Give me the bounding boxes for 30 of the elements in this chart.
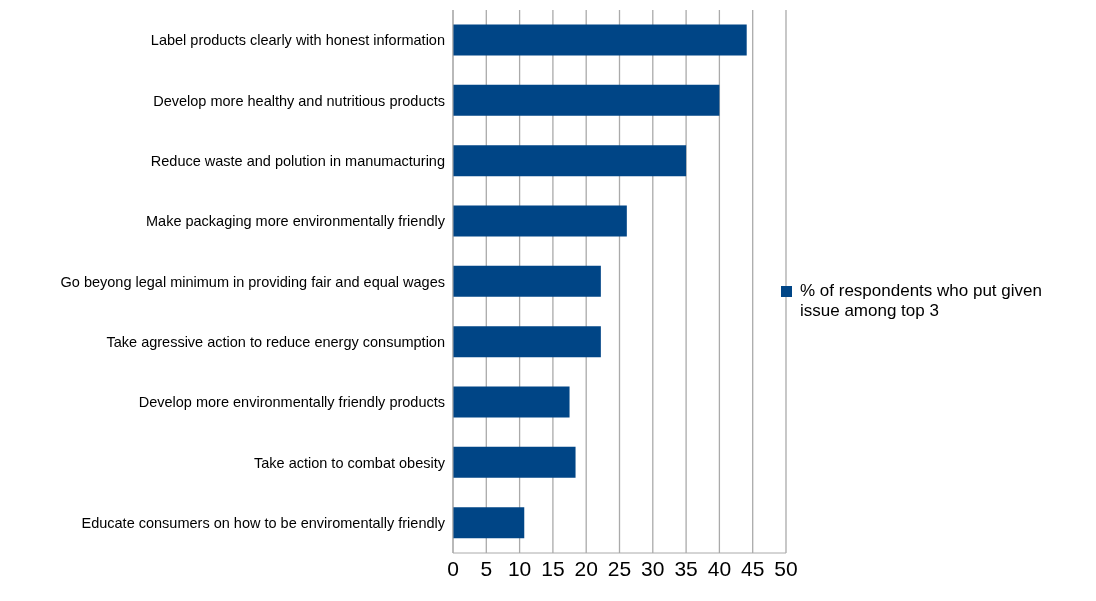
legend-label: % of respondents who put given issue among top 3: [800, 280, 1043, 321]
x-tick-label: 45: [741, 556, 765, 580]
bar: [453, 265, 601, 297]
x-tick-label: 10: [507, 556, 532, 580]
x-tick-label: 25: [607, 556, 632, 580]
bar: [453, 326, 601, 358]
x-tick-label: 50: [774, 556, 798, 580]
y-tick-label: Make packaging more environmentally friendly: [145, 213, 446, 230]
y-tick-label: Take agressive action to reduce energy consumption: [106, 333, 445, 350]
y-tick-label: Label products clearly with honest information: [150, 32, 445, 49]
x-tick-label: 35: [674, 556, 698, 580]
x-tick-label: 30: [641, 556, 665, 580]
y-tick-label: Take action to combat obesity: [253, 454, 446, 471]
y-tick-label: Go beyong legal minimum in providing fair and equal wages: [60, 273, 445, 290]
x-tick-label: 15: [541, 556, 565, 580]
bar: [453, 205, 627, 237]
bar: [453, 507, 525, 539]
y-tick-label: Develop more healthy and nutritious products: [153, 92, 445, 109]
y-tick-label: Develop more environmentally friendly products: [138, 394, 445, 411]
bar: [453, 145, 687, 177]
bar: [453, 386, 570, 418]
bar: [453, 24, 747, 56]
x-tick-label: 0: [447, 556, 459, 580]
y-tick-label: Educate consumers on how to be enviromentally friendly: [81, 514, 446, 531]
x-tick-label: 20: [574, 556, 598, 580]
bar: [453, 84, 720, 116]
y-tick-label: Reduce waste and polution in manumacturing: [150, 152, 445, 169]
bar: [453, 446, 576, 478]
x-tick-label: 40: [707, 556, 732, 580]
x-tick-label: 5: [480, 556, 493, 580]
